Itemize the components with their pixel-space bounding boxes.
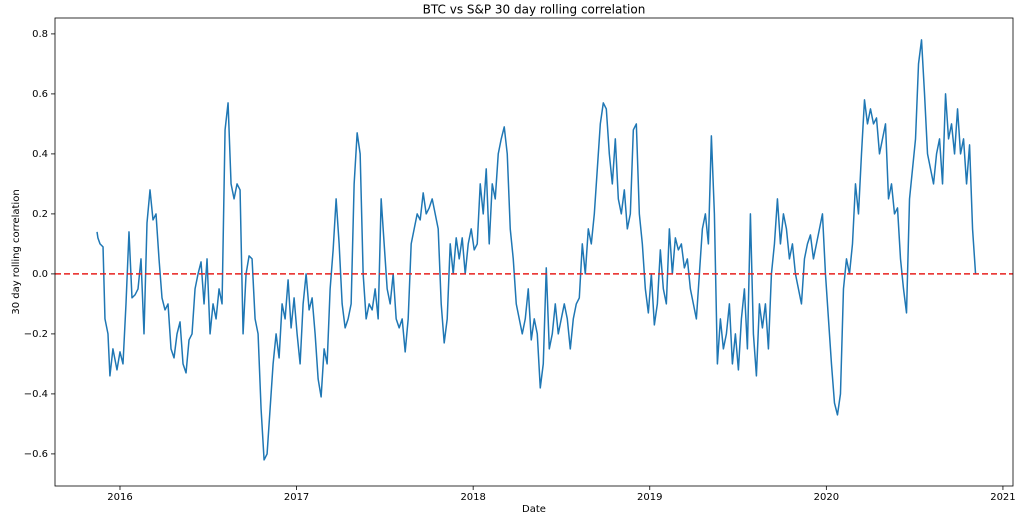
x-tick-label: 2016 (107, 492, 132, 503)
y-axis-label: 30 day rolling correlation (11, 189, 22, 314)
x-tick-label: 2017 (284, 492, 309, 503)
chart-title: BTC vs S&P 30 day rolling correlation (423, 3, 646, 17)
x-tick-label: 2021 (990, 492, 1015, 503)
y-tick-label: 0.6 (32, 89, 48, 100)
x-tick-label: 2018 (460, 492, 485, 503)
data-line (96, 39, 977, 461)
plot-frame (54, 17, 1014, 487)
y-tick-label: −0.6 (24, 449, 48, 460)
y-tick-label: −0.2 (24, 329, 48, 340)
x-tick-label: 2020 (814, 492, 839, 503)
y-tick-label: 0.8 (32, 29, 48, 40)
x-tick-label: 2019 (637, 492, 662, 503)
x-axis-label: Date (522, 504, 546, 514)
y-tick-label: −0.4 (24, 389, 48, 400)
y-tick-label: 0.0 (32, 269, 48, 280)
y-tick-label: 0.2 (32, 209, 48, 220)
y-tick-label: 0.4 (32, 149, 48, 160)
